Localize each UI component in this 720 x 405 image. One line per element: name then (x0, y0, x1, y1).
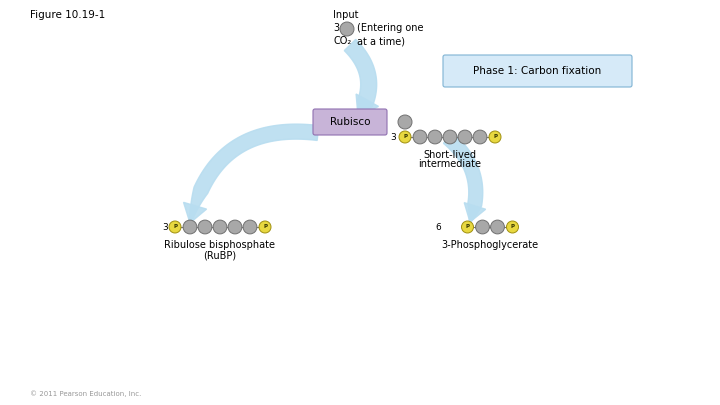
FancyBboxPatch shape (313, 109, 387, 135)
Circle shape (458, 130, 472, 144)
Text: © 2011 Pearson Education, Inc.: © 2011 Pearson Education, Inc. (30, 390, 141, 397)
Circle shape (413, 130, 427, 144)
Text: P: P (263, 224, 267, 230)
Polygon shape (356, 94, 379, 117)
Circle shape (443, 130, 457, 144)
Text: P: P (510, 224, 515, 230)
Text: 3: 3 (390, 132, 396, 141)
Circle shape (428, 130, 442, 144)
Circle shape (169, 221, 181, 233)
Text: Figure 10.19-1: Figure 10.19-1 (30, 10, 105, 20)
Text: P: P (466, 224, 469, 230)
FancyBboxPatch shape (443, 55, 632, 87)
Text: intermediate: intermediate (418, 159, 482, 169)
Circle shape (243, 220, 257, 234)
Text: Rubisco: Rubisco (330, 117, 370, 127)
Polygon shape (464, 202, 486, 222)
Polygon shape (444, 133, 482, 222)
Polygon shape (344, 39, 377, 117)
Text: (RuBP): (RuBP) (204, 250, 237, 260)
Text: P: P (493, 134, 497, 139)
Text: at a time): at a time) (357, 36, 405, 46)
Text: Ribulose bisphosphate: Ribulose bisphosphate (164, 240, 276, 250)
Circle shape (198, 220, 212, 234)
Circle shape (340, 22, 354, 36)
Circle shape (476, 220, 490, 234)
Text: 3: 3 (333, 23, 339, 33)
Text: (Entering one: (Entering one (357, 23, 423, 33)
Text: Phase 1: Carbon fixation: Phase 1: Carbon fixation (473, 66, 601, 76)
Circle shape (399, 131, 411, 143)
Circle shape (213, 220, 227, 234)
Text: P: P (403, 134, 407, 139)
Circle shape (506, 221, 518, 233)
Text: P: P (173, 224, 177, 230)
Circle shape (490, 220, 505, 234)
Text: 3-Phosphoglycerate: 3-Phosphoglycerate (441, 240, 539, 250)
Polygon shape (184, 202, 207, 223)
Circle shape (228, 220, 242, 234)
Text: 3: 3 (162, 222, 168, 232)
Text: CO₂: CO₂ (333, 36, 351, 46)
Circle shape (259, 221, 271, 233)
Circle shape (183, 220, 197, 234)
Text: 6: 6 (435, 222, 441, 232)
Circle shape (398, 115, 412, 129)
Polygon shape (189, 124, 319, 223)
Text: Short-lived: Short-lived (423, 150, 477, 160)
Circle shape (489, 131, 501, 143)
Text: Input: Input (333, 10, 359, 20)
Circle shape (473, 130, 487, 144)
Circle shape (462, 221, 474, 233)
